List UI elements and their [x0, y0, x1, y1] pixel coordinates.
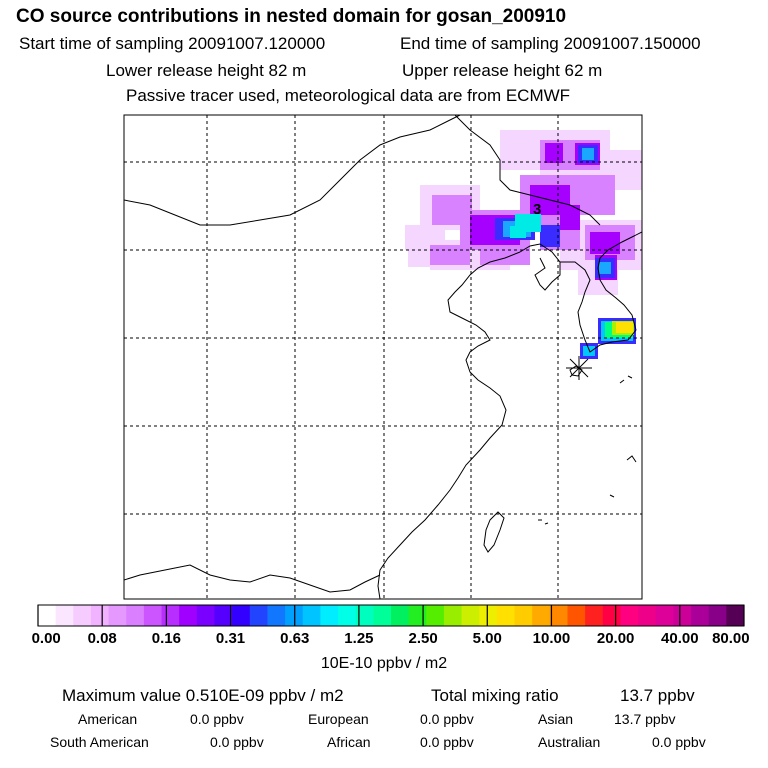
colorbar-unit: 10E-10 ppbv / m2	[320, 655, 448, 672]
colorbar-swatch	[655, 605, 674, 626]
american-label: American	[78, 711, 138, 727]
colorbar-swatch	[426, 605, 445, 626]
colorbar-swatch	[38, 605, 57, 626]
colorbar-swatch	[691, 605, 710, 626]
lower-release-height: Lower release height 82 m	[106, 61, 307, 80]
south-american-label: South American	[50, 734, 149, 750]
colorbar-tick-label: 20.00	[596, 630, 635, 647]
colorbar-swatch	[479, 605, 498, 626]
colorbar-swatch	[196, 605, 215, 626]
australian-value: 0.0 ppbv	[652, 734, 706, 750]
european-label: European	[308, 711, 369, 727]
colorbar-swatch	[126, 605, 145, 626]
colorbar-swatch	[249, 605, 268, 626]
plot-title: CO source contributions in nested domain…	[16, 6, 567, 27]
colorbar-swatch	[90, 605, 110, 626]
colorbar-swatch	[443, 605, 463, 626]
asian-label: Asian	[538, 711, 574, 727]
colorbar-swatch	[232, 605, 251, 626]
colorbar-swatch	[355, 605, 374, 626]
colorbar-swatch	[549, 605, 568, 626]
colorbar	[37, 604, 745, 627]
release-label: 3	[533, 201, 541, 218]
colorbar-swatch	[179, 605, 198, 626]
colorbar-tick-label: 40.00	[661, 630, 699, 647]
receptor-star-icon	[566, 356, 592, 380]
colorbar-swatch	[302, 605, 321, 626]
colorbar-swatch	[373, 605, 392, 626]
colorbar-swatch	[267, 605, 286, 626]
colorbar-swatch	[673, 605, 692, 626]
colorbar-tick-label: 0.08	[87, 630, 117, 647]
african-value: 0.0 ppbv	[420, 734, 474, 750]
colorbar-tick-label: 0.31	[215, 630, 246, 647]
colorbar-swatch	[108, 605, 127, 626]
colorbar-swatch	[514, 605, 533, 626]
coastlines	[124, 115, 642, 599]
european-value: 0.0 ppbv	[420, 711, 474, 727]
colorbar-tick-label: 0.00	[31, 630, 61, 647]
colorbar-swatch	[214, 605, 233, 626]
colorbar-swatch	[726, 605, 745, 626]
colorbar-swatch	[708, 605, 727, 626]
graticule	[124, 115, 642, 599]
asian-value: 13.7 ppbv	[614, 711, 676, 727]
total-mixing-label: Total mixing ratio	[431, 686, 559, 705]
colorbar-tick-label: 10.00	[532, 630, 571, 647]
start-time: Start time of sampling 20091007.120000	[19, 34, 326, 53]
colorbar-swatch	[585, 605, 604, 626]
colorbar-tick-label: 5.00	[472, 630, 502, 647]
colorbar-swatch	[567, 605, 586, 626]
end-time: End time of sampling 20091007.150000	[400, 34, 701, 53]
colorbar-swatch	[602, 605, 621, 626]
colorbar-swatch	[338, 605, 357, 626]
colorbar-swatch	[320, 605, 339, 626]
colorbar-swatch	[391, 605, 410, 626]
colorbar-tick-label: 80.00	[712, 630, 750, 647]
colorbar-swatch	[161, 605, 180, 626]
colorbar-swatch	[55, 605, 74, 626]
australian-label: Australian	[538, 734, 601, 750]
colorbar-tick-label: 0.16	[151, 630, 181, 647]
upper-release-height: Upper release height 62 m	[402, 61, 603, 80]
colorbar-swatch	[461, 605, 480, 626]
colorbar-swatch	[408, 605, 427, 626]
max-value: Maximum value 0.510E-09 ppbv / m2	[62, 686, 344, 705]
american-value: 0.0 ppbv	[190, 711, 244, 727]
colorbar-swatch	[532, 605, 551, 626]
colorbar-swatch	[143, 605, 163, 626]
south-american-value: 0.0 ppbv	[210, 734, 264, 750]
colorbar-tick-label: 1.25	[344, 630, 374, 647]
african-label: African	[327, 734, 371, 750]
colorbar-swatch	[496, 605, 516, 626]
colorbar-swatch	[73, 605, 92, 626]
colorbar-tick-label: 0.63	[280, 630, 310, 647]
colorbar-swatch	[620, 605, 639, 626]
colorbar-frame	[37, 604, 745, 627]
total-mixing-value: 13.7 ppbv	[620, 686, 695, 705]
colorbar-swatch	[638, 605, 657, 626]
concentration-field	[405, 130, 642, 359]
colorbar-tick-label: 2.50	[408, 630, 438, 647]
tracer-note: Passive tracer used, meteorological data…	[126, 86, 571, 105]
map-frame	[123, 114, 643, 600]
